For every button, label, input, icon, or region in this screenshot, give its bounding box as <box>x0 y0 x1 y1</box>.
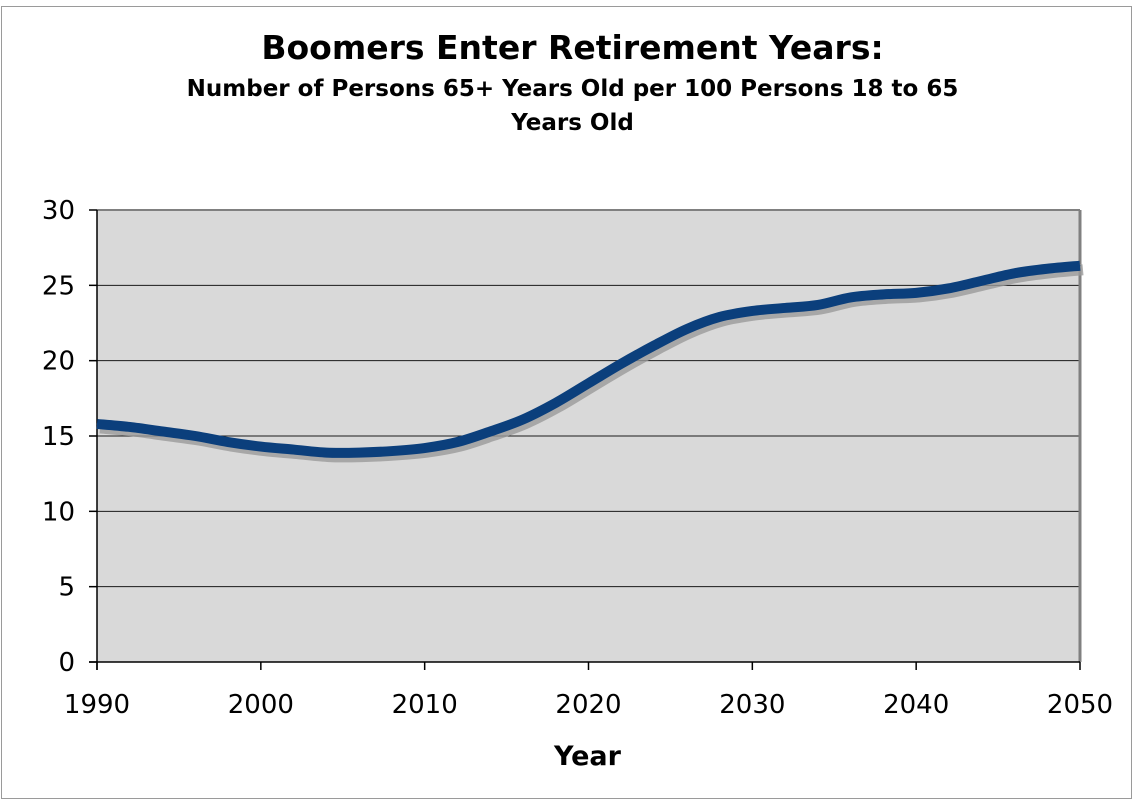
data-point-1998 <box>227 441 229 443</box>
data-point-2042 <box>948 287 950 289</box>
data-point-2002 <box>293 449 295 451</box>
x-tick-label-2020: 2020 <box>555 690 621 720</box>
data-point-2018 <box>555 402 557 404</box>
data-point-2016 <box>522 418 524 420</box>
data-point-1990 <box>96 423 98 425</box>
x-tick-label-2030: 2030 <box>719 690 785 720</box>
data-point-2034 <box>817 304 819 306</box>
data-point-1996 <box>194 435 196 437</box>
y-tick-label-10: 10 <box>42 497 75 527</box>
data-point-2038 <box>882 293 884 295</box>
data-point-2014 <box>489 430 491 432</box>
x-tick-label-2000: 2000 <box>228 690 294 720</box>
y-axis-ticks: 0 5 10 15 20 25 30 <box>42 196 97 678</box>
data-point-2044 <box>981 280 983 282</box>
y-tick-label-5: 5 <box>58 573 75 603</box>
x-tick-label-2040: 2040 <box>883 690 949 720</box>
chart-subtitle: Number of Persons 65+ Years Old per 100 … <box>186 76 959 136</box>
x-tick-label-2010: 2010 <box>392 690 458 720</box>
data-point-2006 <box>358 452 360 454</box>
data-point-2032 <box>784 307 786 309</box>
y-tick-label-15: 15 <box>42 422 75 452</box>
data-point-2050 <box>1079 265 1081 267</box>
data-point-2040 <box>915 292 917 294</box>
series-group <box>96 260 1084 463</box>
data-point-2004 <box>325 452 327 454</box>
chart-title: Boomers Enter Retirement Years: <box>261 28 884 67</box>
x-tick-label-1990: 1990 <box>64 690 130 720</box>
data-point-2022 <box>620 363 622 365</box>
y-tick-label-20: 20 <box>42 347 75 377</box>
y-tick-label-25: 25 <box>42 271 75 301</box>
x-axis-title: Year <box>553 741 622 772</box>
x-tick-label-2050: 2050 <box>1047 690 1113 720</box>
data-point-2000 <box>260 446 262 448</box>
data-point-2048 <box>1046 268 1048 270</box>
data-point-1992 <box>129 426 131 428</box>
data-point-2046 <box>1013 272 1015 274</box>
data-point-2010 <box>424 447 426 449</box>
y-tick-label-0: 0 <box>58 648 75 678</box>
axes <box>89 209 1082 670</box>
data-point-2036 <box>850 296 852 298</box>
y-tick-label-30: 30 <box>42 196 75 226</box>
x-axis-ticks: 1990 2000 2010 2020 2030 2040 2050 <box>64 662 1113 720</box>
data-point-2026 <box>686 328 688 330</box>
data-point-1994 <box>162 430 164 432</box>
data-point-2012 <box>456 441 458 443</box>
data-point-2024 <box>653 345 655 347</box>
data-point-2008 <box>391 450 393 452</box>
data-point-2028 <box>719 316 721 318</box>
data-point-2030 <box>751 310 753 312</box>
data-point-2020 <box>588 382 589 384</box>
